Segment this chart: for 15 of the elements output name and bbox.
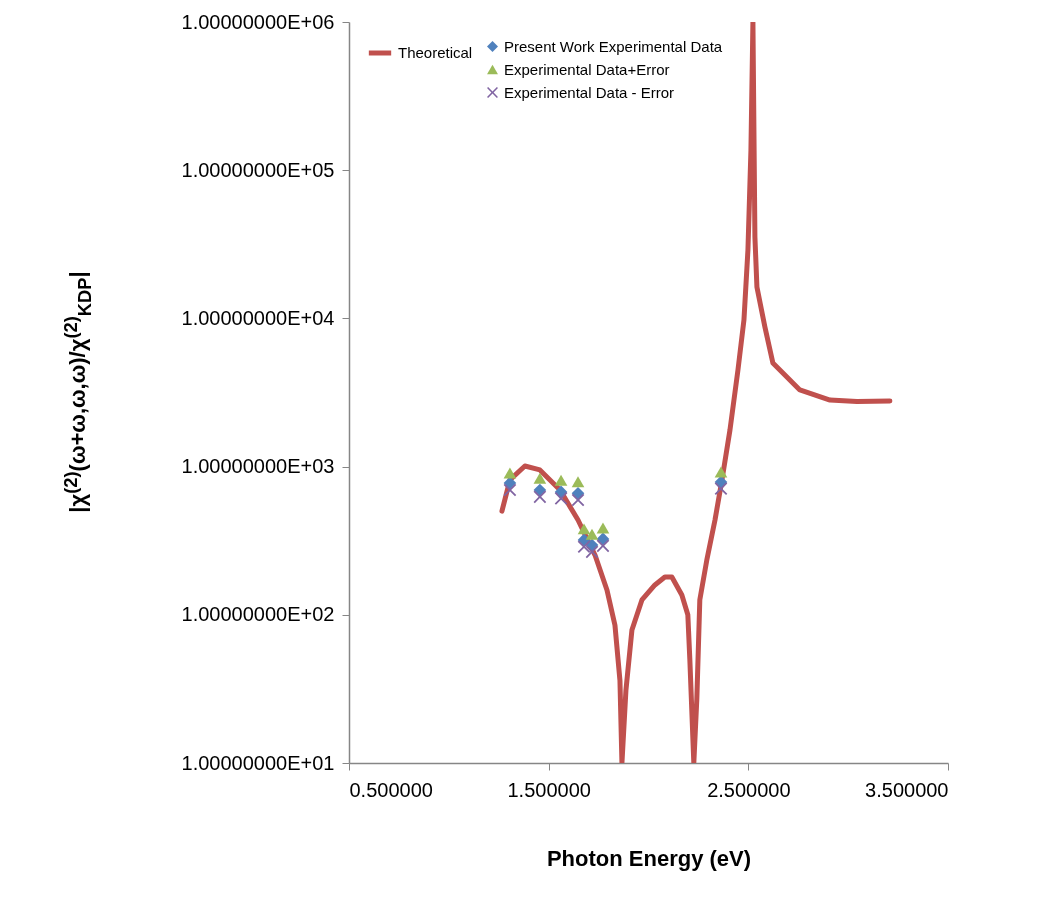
legend-label: Present Work Experimental Data (504, 37, 723, 55)
y-tick-label: 1.00000000E+04 (181, 306, 335, 329)
legend-label: Experimental Data - Error (504, 83, 675, 101)
x-tick-label: 2.500000 (707, 778, 791, 801)
y-tick-label: 1.00000000E+02 (181, 603, 335, 626)
x-tick-label: 1.500000 (507, 778, 591, 801)
y-tick-label: 1.00000000E+05 (181, 158, 335, 181)
x-axis-title: Photon Energy (eV) (546, 845, 752, 871)
y-tick-label: 1.00000000E+06 (181, 10, 335, 33)
y-tick-label: 1.00000000E+01 (181, 751, 335, 774)
legend-label: Experimental Data+Error (504, 60, 670, 78)
y-tick-label: 1.00000000E+03 (181, 455, 335, 478)
x-tick-label: 0.500000 (349, 778, 433, 801)
legend-label: Theoretical (398, 44, 473, 61)
x-tick-label: 3.500000 (865, 778, 949, 801)
